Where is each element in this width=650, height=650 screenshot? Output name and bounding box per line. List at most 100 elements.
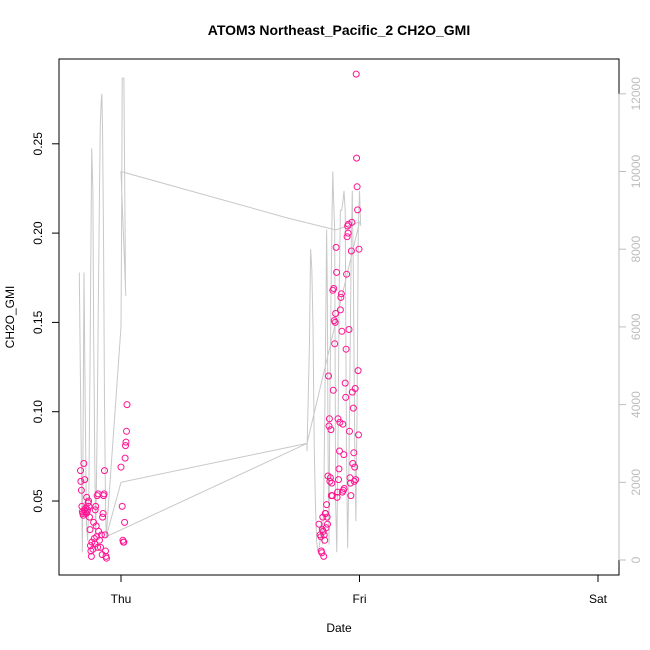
data-point [352,476,360,484]
data-point [323,513,331,521]
data-point [341,379,349,387]
data-point [100,490,108,498]
data-point [92,502,100,510]
data-point [336,306,344,314]
data-point [102,547,109,555]
data-point [315,520,323,528]
data-point [91,506,99,514]
data-point [330,285,338,292]
x-axis-label: Date [326,621,352,635]
data-point [325,422,333,430]
data-point [320,552,328,560]
right-y-tick-label: 0 [629,556,643,563]
data-point [342,345,350,353]
data-point [121,518,129,526]
data-point [335,465,343,473]
data-point [329,386,337,394]
altitude-line [78,77,362,553]
data-point [123,401,131,409]
data-point [80,460,88,467]
data-point [334,415,342,423]
data-point [327,426,335,434]
x-axis: Thu Fri Sat [111,574,608,606]
data-point [122,438,130,446]
data-point [84,506,92,514]
data-point [346,427,353,435]
data-point [355,431,362,439]
data-point [87,542,94,550]
data-point [320,531,328,539]
data-point [340,485,348,492]
data-point [99,510,107,517]
data-point [332,243,340,251]
data-point [345,220,352,228]
data-point [78,502,86,510]
data-point [322,510,330,517]
data-point [325,415,333,423]
data-point [94,543,102,551]
data-point [331,318,339,326]
data-point [323,501,331,509]
right-y-tick-label: 8000 [629,236,643,263]
data-point [328,492,336,500]
right-y-tick-label: 12000 [629,77,643,111]
data-point [342,393,350,401]
data-point [354,367,362,375]
data-point [77,486,85,494]
data-point [85,502,93,510]
data-point [335,476,342,484]
data-points [77,70,363,562]
x-tick-label: Fri [353,592,367,606]
data-point [339,420,347,428]
data-point [352,70,360,78]
data-point [350,477,358,485]
data-point [333,268,341,276]
data-point [345,326,353,333]
data-point [340,451,348,459]
data-point [349,460,357,467]
data-point [349,404,357,412]
data-point [332,310,340,317]
data-point [324,520,331,528]
data-point [353,154,361,162]
data-point [343,233,351,241]
data-point [103,554,110,562]
data-point [122,442,129,450]
data-point [331,340,339,348]
y-tick-label: 0.20 [31,221,45,245]
right-y-axis: 0 2000 4000 6000 8000 10000 12000 [618,77,643,563]
data-point [336,447,343,455]
data-point [318,549,326,557]
right-y-tick-label: 6000 [629,313,643,340]
y-tick-label: 0.15 [31,310,45,334]
data-point [325,372,332,380]
data-point [347,492,355,500]
data-point [87,547,95,555]
data-point [328,479,336,487]
data-point [343,270,351,278]
data-point [351,385,359,392]
right-y-tick-label: 2000 [629,469,643,496]
data-point [322,524,330,532]
data-point [351,463,359,471]
data-point [337,293,345,301]
data-point [117,463,125,471]
data-point [353,183,361,191]
data-point [321,536,329,544]
data-point [350,449,358,457]
data-point [120,538,128,546]
data-point [347,247,355,255]
x-tick-label: Thu [111,592,132,606]
data-point [86,526,94,534]
altitude-line-path [78,77,362,553]
data-point [354,206,362,214]
data-point [77,477,85,485]
data-point [123,427,130,435]
y-axis-label: CH2O_GMI [3,286,17,349]
x-tick-label: Sat [589,592,608,606]
y-axis: 0.05 0.10 0.15 0.20 0.25 [31,132,60,513]
y-tick-label: 0.10 [31,400,45,424]
data-point [99,513,107,521]
data-point [77,467,84,475]
